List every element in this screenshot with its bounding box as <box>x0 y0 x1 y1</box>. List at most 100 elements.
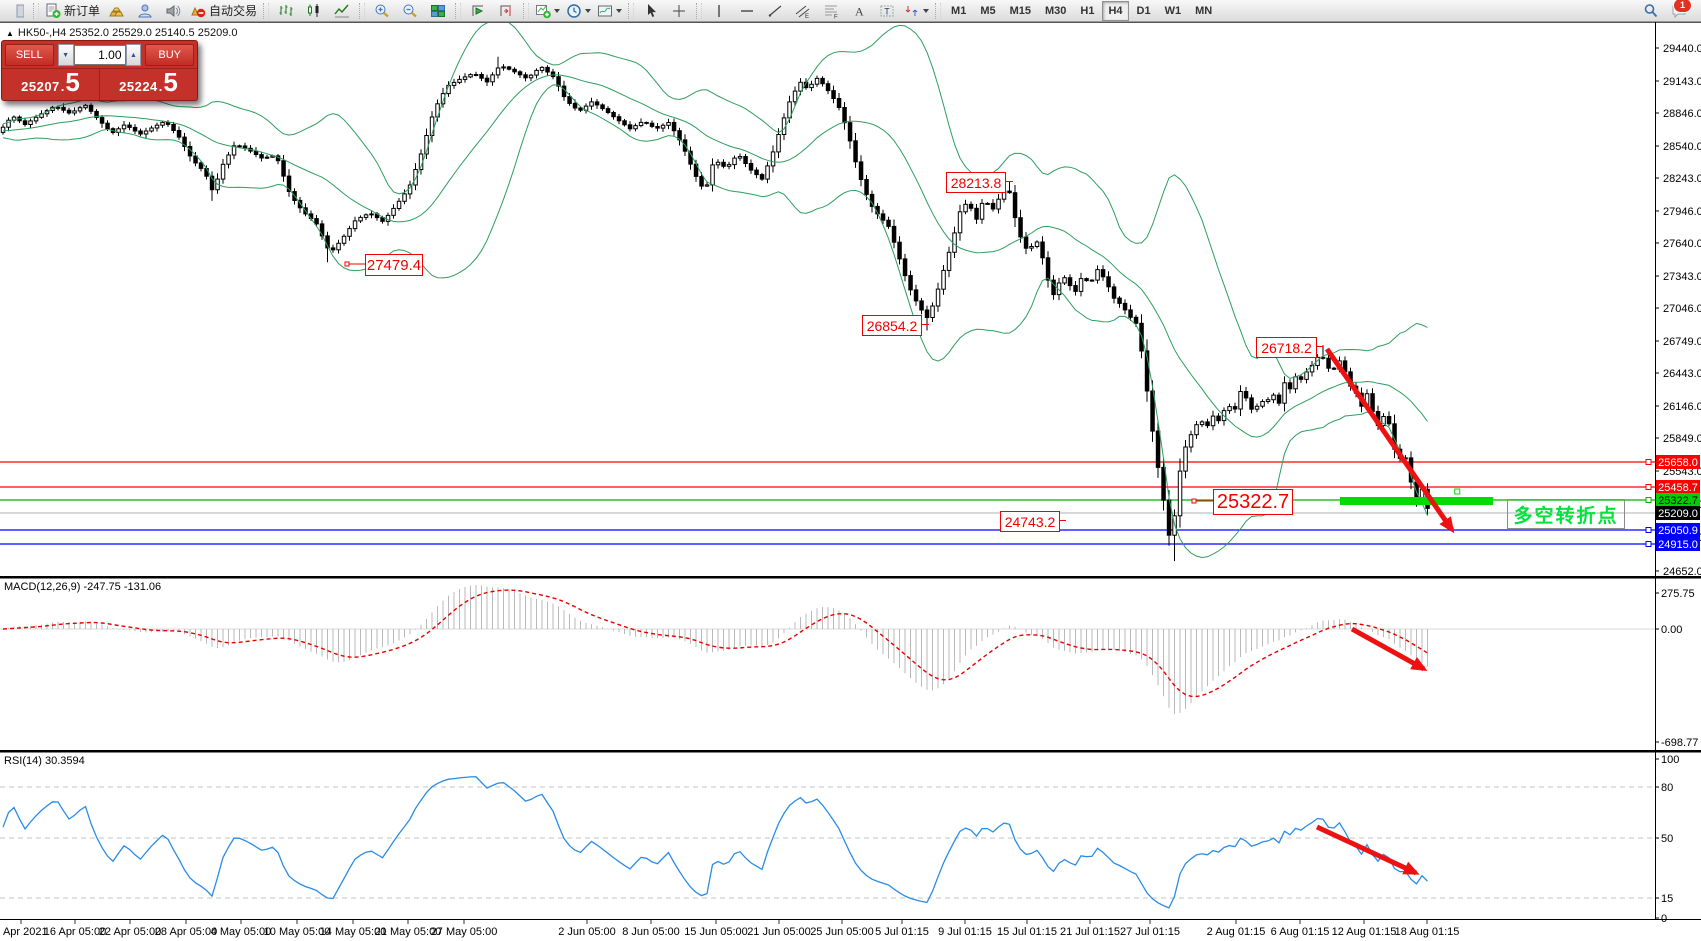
line-chart-button[interactable] <box>328 1 356 21</box>
text-tool-button[interactable]: A <box>845 1 873 21</box>
toolbar-group-grip[interactable] <box>33 2 39 19</box>
support-highlight-bar[interactable] <box>1340 497 1493 505</box>
macd-pane-separator[interactable] <box>0 576 1701 579</box>
line-anchor-handle[interactable] <box>1645 484 1652 490</box>
volume-input[interactable] <box>73 45 126 65</box>
zoom-out-button[interactable] <box>396 1 424 21</box>
line-anchor-handle[interactable] <box>1645 541 1652 547</box>
main-toolbar: 新订单 自动交易 E F A T M1 M5 M15 M30 H1 H4 D1 W1 MN 1 <box>0 0 1701 22</box>
dropdown-caret-icon[interactable] <box>616 8 623 13</box>
hline-icon <box>741 9 754 12</box>
rsi-pane-separator[interactable] <box>0 750 1701 753</box>
clock-icon <box>567 3 581 18</box>
timeframe-button-m1[interactable]: M1 <box>951 4 967 17</box>
sell-button[interactable]: SELL <box>5 44 54 66</box>
line-anchor-handle[interactable] <box>1645 497 1652 503</box>
svg-text:28540.0: 28540.0 <box>1663 141 1701 153</box>
tiles-icon <box>431 4 446 17</box>
line-anchor-handle[interactable] <box>1645 459 1652 465</box>
timeframe-button-m30[interactable]: M30 <box>1045 4 1067 17</box>
svg-text:10 May 05:00: 10 May 05:00 <box>264 926 331 938</box>
svg-text:15: 15 <box>1661 893 1673 905</box>
equidistant-channel-tool-button[interactable]: E <box>789 1 817 21</box>
svg-text:27 Jul 01:15: 27 Jul 01:15 <box>1120 926 1180 938</box>
timeframe-button-m5[interactable]: M5 <box>980 4 996 17</box>
timeframe-button-mn[interactable]: MN <box>1195 4 1213 17</box>
horizontal-level-lines[interactable] <box>0 461 1655 545</box>
toolbar-group-grip[interactable] <box>696 2 703 19</box>
text-label-tool-button[interactable]: T <box>873 1 901 21</box>
alerts-sound-button[interactable] <box>159 1 187 21</box>
zoom-in-button[interactable] <box>368 1 396 21</box>
svg-text:100: 100 <box>1661 754 1679 766</box>
annotation-text-label[interactable]: 多空转折点 <box>1507 499 1625 529</box>
price-callout-label[interactable]: 26854.2 <box>862 315 922 336</box>
svg-text:27046.0: 27046.0 <box>1663 303 1701 315</box>
fibonacci-tool-button[interactable]: F <box>817 1 845 21</box>
trend-arrow[interactable] <box>1315 824 1420 876</box>
toolbar-group-grip[interactable] <box>359 2 366 19</box>
tile-windows-button[interactable] <box>424 1 452 21</box>
templates-button[interactable] <box>594 1 625 21</box>
zoom-out-icon <box>403 4 417 17</box>
sell-price[interactable]: 25207 . 5 <box>2 69 100 100</box>
price-callout-label[interactable]: 24743.2 <box>1000 511 1060 532</box>
new-order-button[interactable]: 新订单 <box>42 1 103 21</box>
buy-button[interactable]: BUY <box>145 44 194 66</box>
price-callout-label[interactable]: 28213.8 <box>946 172 1006 193</box>
arrows-tool-button[interactable] <box>901 1 932 21</box>
timeframe-button-w1[interactable]: W1 <box>1164 4 1182 17</box>
svg-text:24915.0: 24915.0 <box>1658 539 1698 551</box>
arrows-icon <box>905 5 918 16</box>
symbol-collapse-icon[interactable]: ▲ <box>6 28 14 38</box>
svg-text:21 May 05:00: 21 May 05:00 <box>375 926 442 938</box>
price-callout-label[interactable]: 25322.7 <box>1213 489 1293 515</box>
rsi-line <box>2 776 1428 909</box>
buy-price[interactable]: 25224 . 5 <box>100 69 197 100</box>
timeframe-button-m15[interactable]: M15 <box>1009 4 1031 17</box>
volume-increase-button[interactable]: ▲ <box>125 44 142 66</box>
svg-text:9 Jul 01:15: 9 Jul 01:15 <box>938 926 992 938</box>
auto-scroll-button[interactable] <box>464 1 492 21</box>
toolbar-group-grip[interactable] <box>455 2 462 19</box>
clipped-edge-icon[interactable] <box>2 1 30 21</box>
search-button[interactable] <box>1637 1 1665 21</box>
horizontal-line-tool-button[interactable] <box>733 1 761 21</box>
price-callout-label[interactable]: 26718.2 <box>1256 337 1317 358</box>
svg-text:14 May 05:00: 14 May 05:00 <box>320 926 387 938</box>
svg-text:29440.0: 29440.0 <box>1663 43 1701 55</box>
periods-button[interactable] <box>563 1 594 21</box>
candlestick-chart-button[interactable] <box>300 1 328 21</box>
toolbar-group-grip[interactable] <box>523 2 530 19</box>
dropdown-caret-icon[interactable] <box>554 8 561 13</box>
volume-decrease-button[interactable]: ▼ <box>57 44 74 66</box>
timeframe-button-d1[interactable]: D1 <box>1136 4 1151 17</box>
timeframe-button-h1[interactable]: H1 <box>1080 4 1095 17</box>
highlight-bar-handle[interactable] <box>1454 488 1461 495</box>
chart-shift-button[interactable] <box>492 1 520 21</box>
trendline-tool-button[interactable] <box>761 1 789 21</box>
price-callout-label[interactable]: 27479.4 <box>365 254 423 276</box>
vline-icon <box>718 4 720 17</box>
cursor-tool-button[interactable] <box>637 1 665 21</box>
timeframe-button-h4[interactable]: H4 <box>1102 0 1129 21</box>
quotes-window-button[interactable] <box>103 1 131 21</box>
dropdown-caret-icon[interactable] <box>585 8 592 13</box>
symbol-ohlc-header: ▲ HK50-,H4 25352.0 25529.0 25140.5 25209… <box>6 27 238 39</box>
trend-arrow[interactable] <box>1350 626 1428 672</box>
trend-arrow[interactable] <box>1324 347 1455 534</box>
candle-chart-icon <box>308 3 319 17</box>
line-anchor-handle[interactable] <box>1645 527 1652 533</box>
bar-chart-button[interactable] <box>272 1 300 21</box>
new-order-button-label: 新订单 <box>64 4 101 18</box>
market-watch-button[interactable] <box>131 1 159 21</box>
dropdown-caret-icon[interactable] <box>923 8 930 13</box>
indicators-button[interactable] <box>532 1 563 21</box>
toolbar-group-grip[interactable] <box>935 2 942 19</box>
notifications-button[interactable]: 1 <box>1665 0 1693 21</box>
auto-trading-button[interactable]: 自动交易 <box>187 1 260 21</box>
toolbar-group-grip[interactable] <box>628 2 635 19</box>
toolbar-group-grip[interactable] <box>263 2 270 19</box>
vertical-line-tool-button[interactable] <box>705 1 733 21</box>
crosshair-tool-button[interactable] <box>665 1 693 21</box>
